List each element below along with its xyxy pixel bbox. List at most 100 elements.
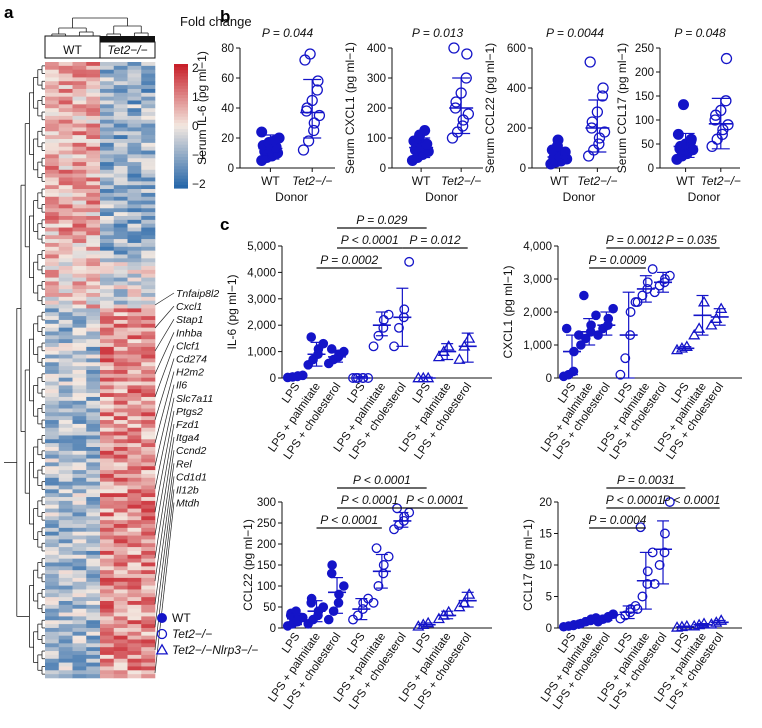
heatmap-cell [58,377,73,382]
colorbar-segment [174,119,188,124]
heatmap-cell [141,470,156,475]
colorbar-segment [174,76,188,81]
heatmap-cell [86,500,101,506]
heatmap-cell [72,366,87,371]
heatmap-cell [127,447,142,452]
heatmap-cell [45,450,60,455]
heatmap-cell [86,362,101,367]
heatmap-cell [72,123,87,128]
y-tick-label: 0 [546,373,552,385]
heatmap-cell [100,585,115,590]
heatmap-cell [72,158,87,163]
y-tick-label: 300 [257,497,276,509]
heatmap-cell [113,385,128,390]
heatmap-cell [141,616,156,621]
heatmap-cell [100,119,115,124]
data-point [552,134,564,146]
heatmap-cell [113,354,128,359]
heatmap-cell [113,358,128,363]
gene-leader-line [154,384,175,467]
heatmap-cell [58,597,73,602]
heatmap-cell [141,454,156,459]
heatmap-cell [86,443,101,448]
heatmap-cell [141,96,156,101]
y-tick-label: 5 [546,592,552,604]
heatmap-cell [86,627,101,633]
heatmap-cell [86,343,101,348]
heatmap-cell [100,139,115,144]
heatmap-cell [58,447,73,452]
heatmap-cell [45,589,60,594]
data-point [457,114,469,126]
heatmap-cell [58,477,73,482]
heatmap-cell [141,631,156,636]
heatmap-cell [113,285,128,290]
heatmap-cell [58,362,73,367]
y-tick-label: 1,000 [523,340,552,352]
heatmap-cell [141,235,156,240]
heatmap-cell [58,127,73,132]
heatmap-cell [141,350,156,355]
heatmap-cell [45,404,60,409]
heatmap-cell [45,358,60,363]
heatmap-cell [45,235,60,240]
heatmap-cell [100,135,115,140]
heatmap-cell [141,524,156,529]
heatmap-cell [86,450,101,455]
data-point [334,589,344,600]
heatmap-cell [127,408,142,413]
heatmap-cell [100,200,115,205]
heatmap-cell [100,216,115,221]
heatmap-cell [127,554,142,559]
heatmap-cell [113,165,128,171]
x-tick-label: Tet2−/− [577,174,617,188]
heatmap-cell [100,604,115,609]
heatmap-cell [113,497,128,502]
heatmap-cell [72,312,87,317]
heatmap-cell [113,535,128,540]
heatmap-cell [45,281,60,286]
heatmap-cell [127,323,142,328]
significance-label: P = 0.0012 [606,233,664,247]
heatmap-cell [100,96,115,101]
heatmap-cell [58,285,73,290]
heatmap-cell [58,223,73,228]
heatmap-cell [45,627,60,633]
significance-label: P = 0.035 [666,233,718,247]
heatmap-cell [100,458,115,463]
x-tick-label: Tet2−/− [701,174,741,188]
heatmap-cell [127,423,142,429]
heatmap-cell [127,608,142,613]
heatmap-cell [58,204,73,209]
heatmap-cell [127,658,142,663]
heatmap-cell [127,393,142,398]
colorbar-segment [174,67,188,71]
heatmap-cell [86,142,101,147]
heatmap-cell [86,308,101,313]
heatmap-cell [113,281,128,286]
heatmap-cell [127,300,142,305]
heatmap-cell [72,654,87,660]
heatmap-cell [113,554,128,559]
heatmap-cell [113,520,128,525]
heatmap-cell [100,185,115,190]
heatmap-cell [141,601,156,606]
heatmap-cell [100,481,115,486]
heatmap-cell [141,335,156,340]
heatmap-cell [113,319,128,325]
heatmap-cell [86,662,101,667]
heatmap-cell [45,485,60,490]
data-point [608,303,618,314]
heatmap-cell [45,242,60,248]
heatmap-cell [113,597,128,602]
data-point [670,343,684,355]
heatmap-cell [72,216,87,221]
heatmap-cell [72,204,87,209]
heatmap-cell [113,119,128,124]
heatmap-cell [45,312,60,317]
significance-label: P < 0.0001 [406,493,464,507]
data-point [580,333,591,344]
heatmap-cell [100,208,115,213]
heatmap-cell [113,577,128,583]
